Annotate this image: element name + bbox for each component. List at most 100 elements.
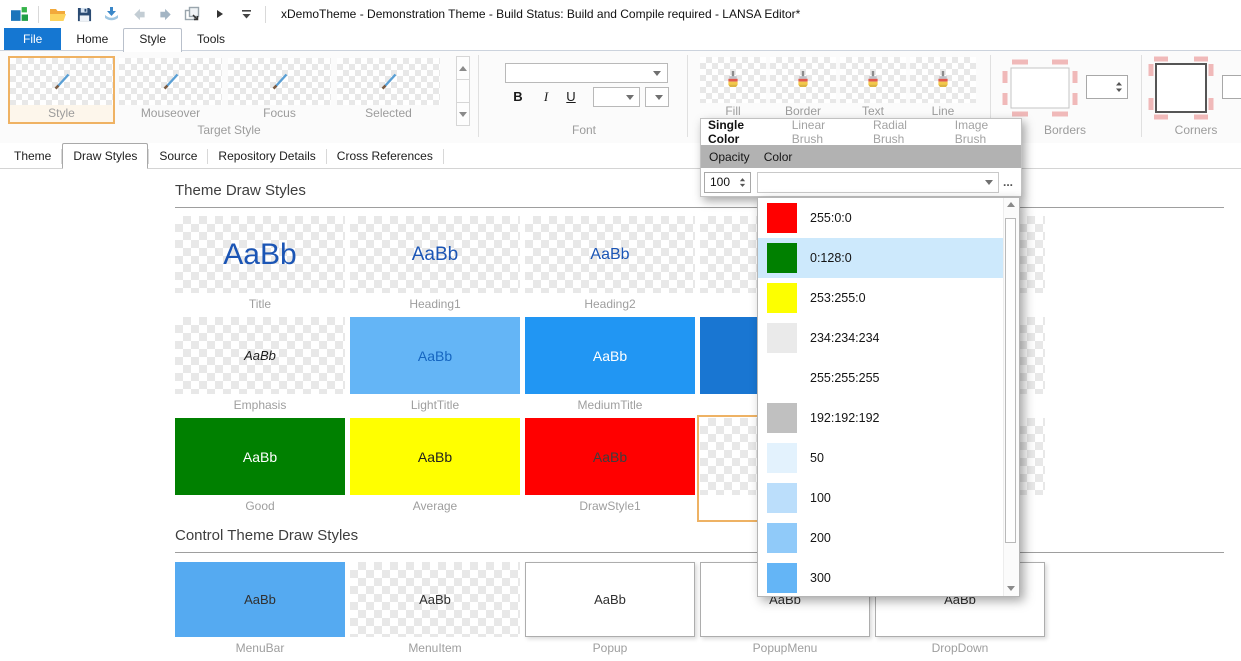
tab-single-color[interactable]: Single Color bbox=[708, 118, 745, 146]
brush-tool-border[interactable]: Border bbox=[770, 57, 836, 119]
brush-tools-group: Fill Border Text Line bbox=[700, 57, 976, 119]
style-swatch-average[interactable]: AaBb Average bbox=[350, 418, 520, 519]
color-swatch bbox=[767, 443, 797, 473]
font-family-combo[interactable] bbox=[505, 63, 668, 83]
tab-image-brush[interactable]: Image Brush bbox=[954, 118, 989, 146]
italic-button[interactable]: I bbox=[543, 89, 549, 104]
style-swatch-mediumtitle[interactable]: AaBb MediumTitle bbox=[525, 317, 695, 418]
color-option-50[interactable]: 50 bbox=[758, 438, 1019, 478]
color-option-253-255-0[interactable]: 253:255:0 bbox=[758, 278, 1019, 318]
style-preview bbox=[10, 58, 113, 105]
swatch-label: Emphasis bbox=[233, 398, 287, 412]
corner-radius-stepper[interactable] bbox=[1222, 75, 1241, 99]
brush-tool-label: Line bbox=[931, 104, 955, 118]
opacity-stepper[interactable]: 100 bbox=[704, 171, 751, 193]
overflow-icon[interactable] bbox=[210, 5, 229, 24]
target-style-item-mouseover[interactable]: Mouseover bbox=[117, 56, 224, 124]
borders-group-label: Borders bbox=[1043, 123, 1087, 137]
color-option-255-255-255[interactable]: 255:255:255 bbox=[758, 358, 1019, 398]
color-combo[interactable] bbox=[757, 171, 999, 193]
color-option-100[interactable]: 100 bbox=[758, 478, 1019, 518]
corners-preview-icon[interactable] bbox=[1148, 56, 1214, 120]
style-swatch-lighttitle[interactable]: AaBb LightTitle bbox=[350, 317, 520, 418]
back-icon[interactable] bbox=[129, 5, 148, 24]
swatch-preview: AaBb bbox=[175, 418, 345, 495]
brush-tool-fill[interactable]: Fill bbox=[700, 57, 766, 119]
swatch-sample-text: AaBb bbox=[417, 347, 453, 364]
swatch-label: DrawStyle1 bbox=[579, 499, 641, 513]
section-title-control-theme-draw-styles: Control Theme Draw Styles bbox=[175, 527, 359, 544]
stepper-arrows-icon[interactable] bbox=[1115, 81, 1123, 93]
ribbon-tab-style[interactable]: Style bbox=[123, 28, 183, 52]
brush-tool-label: Fill bbox=[725, 104, 741, 118]
color-option-300[interactable]: 300 bbox=[758, 558, 1019, 598]
titlebar-separator bbox=[38, 5, 39, 23]
borders-preview-icon[interactable] bbox=[1002, 59, 1078, 117]
color-list-scrollbar[interactable] bbox=[1003, 198, 1019, 596]
scroll-up-icon[interactable] bbox=[1007, 202, 1015, 207]
swatch-label: Title bbox=[248, 297, 272, 311]
color-option-234-234-234[interactable]: 234:234:234 bbox=[758, 318, 1019, 358]
doc-tab-draw-styles[interactable]: Draw Styles bbox=[62, 143, 149, 169]
style-swatch-emphasis[interactable]: AaBb Emphasis bbox=[175, 317, 345, 418]
target-style-item-selected[interactable]: Selected bbox=[335, 56, 442, 124]
font-units-combo[interactable] bbox=[645, 87, 669, 107]
tab-linear-brush[interactable]: Linear Brush bbox=[791, 118, 826, 146]
target-style-item-style[interactable]: Style bbox=[8, 56, 115, 124]
color-option-200[interactable]: 200 bbox=[758, 518, 1019, 558]
gallery-scroll-box[interactable] bbox=[456, 79, 470, 103]
color-option-0-128-0[interactable]: 0:128:0 bbox=[758, 238, 1019, 278]
scrollbar-thumb[interactable] bbox=[1005, 218, 1016, 543]
gallery-scrollbar[interactable] bbox=[456, 56, 470, 126]
style-swatch-title[interactable]: AaBb Title bbox=[175, 216, 345, 317]
style-swatch-heading2[interactable]: AaBb Heading2 bbox=[525, 216, 695, 317]
ribbon-tab-file[interactable]: File bbox=[4, 28, 62, 50]
style-swatch-drawstyle1[interactable]: AaBb DrawStyle1 bbox=[525, 418, 695, 519]
gallery-scroll-down-icon[interactable] bbox=[456, 102, 470, 126]
color-option-192-192-192[interactable]: 192:192:192 bbox=[758, 398, 1019, 438]
color-picker-more-button[interactable]: ... bbox=[1002, 174, 1013, 189]
forward-icon[interactable] bbox=[156, 5, 175, 24]
font-size-combo[interactable] bbox=[593, 87, 640, 107]
import-icon[interactable] bbox=[102, 5, 121, 24]
save-icon[interactable] bbox=[75, 5, 94, 24]
style-swatch-heading1[interactable]: AaBb Heading1 bbox=[350, 216, 520, 317]
border-width-stepper[interactable] bbox=[1086, 75, 1128, 99]
style-swatch-good[interactable]: AaBb Good bbox=[175, 418, 345, 519]
style-swatch-menuitem[interactable]: AaBb MenuItem bbox=[350, 562, 520, 661]
brush-tool-text[interactable]: Text bbox=[840, 57, 906, 119]
color-option-label: 200 bbox=[810, 531, 831, 545]
doc-tab-theme[interactable]: Theme bbox=[14, 149, 52, 163]
color-column-header: Color bbox=[763, 149, 793, 164]
brush-tool-line[interactable]: Line bbox=[910, 57, 976, 119]
style-swatch-popup[interactable]: AaBb Popup bbox=[525, 562, 695, 661]
color-option-label: 255:255:255 bbox=[810, 371, 880, 385]
stepper-arrows-icon[interactable] bbox=[739, 177, 746, 188]
doc-tab-source[interactable]: Source bbox=[159, 149, 198, 163]
target-style-item-focus[interactable]: Focus bbox=[226, 56, 333, 124]
new-window-icon[interactable] bbox=[183, 5, 202, 24]
open-folder-icon[interactable] bbox=[48, 5, 67, 24]
doc-tab-repository-details[interactable]: Repository Details bbox=[218, 149, 316, 163]
ribbon-tab-home[interactable]: Home bbox=[76, 32, 109, 46]
doc-tab-cross-references[interactable]: Cross References bbox=[336, 149, 433, 163]
paint-brush-icon bbox=[868, 71, 878, 87]
ribbon: Style Mouseover Focus Selected Target Style… bbox=[0, 50, 1241, 144]
tab-radial-brush[interactable]: Radial Brush bbox=[872, 118, 907, 146]
gallery-scroll-up-icon[interactable] bbox=[456, 56, 470, 80]
swatch-sample-text: AaBb bbox=[242, 448, 278, 465]
brush-tool-preview bbox=[770, 57, 836, 103]
swatch-preview: AaBb bbox=[525, 317, 695, 394]
customize-toolbar-icon[interactable] bbox=[237, 5, 256, 24]
chevron-down-icon bbox=[985, 179, 993, 185]
group-separator bbox=[687, 55, 688, 137]
style-swatch-menubar[interactable]: AaBb MenuBar bbox=[175, 562, 345, 661]
brush-tool-label: Text bbox=[861, 104, 884, 118]
color-option-label: 300 bbox=[810, 571, 831, 585]
tab-separator bbox=[325, 149, 327, 164]
underline-button[interactable]: U bbox=[566, 89, 576, 104]
scroll-down-icon[interactable] bbox=[1007, 586, 1015, 591]
ribbon-tab-tools[interactable]: Tools bbox=[197, 32, 226, 46]
color-option-255-0-0[interactable]: 255:0:0 bbox=[758, 198, 1019, 238]
bold-button[interactable]: B bbox=[513, 89, 523, 104]
